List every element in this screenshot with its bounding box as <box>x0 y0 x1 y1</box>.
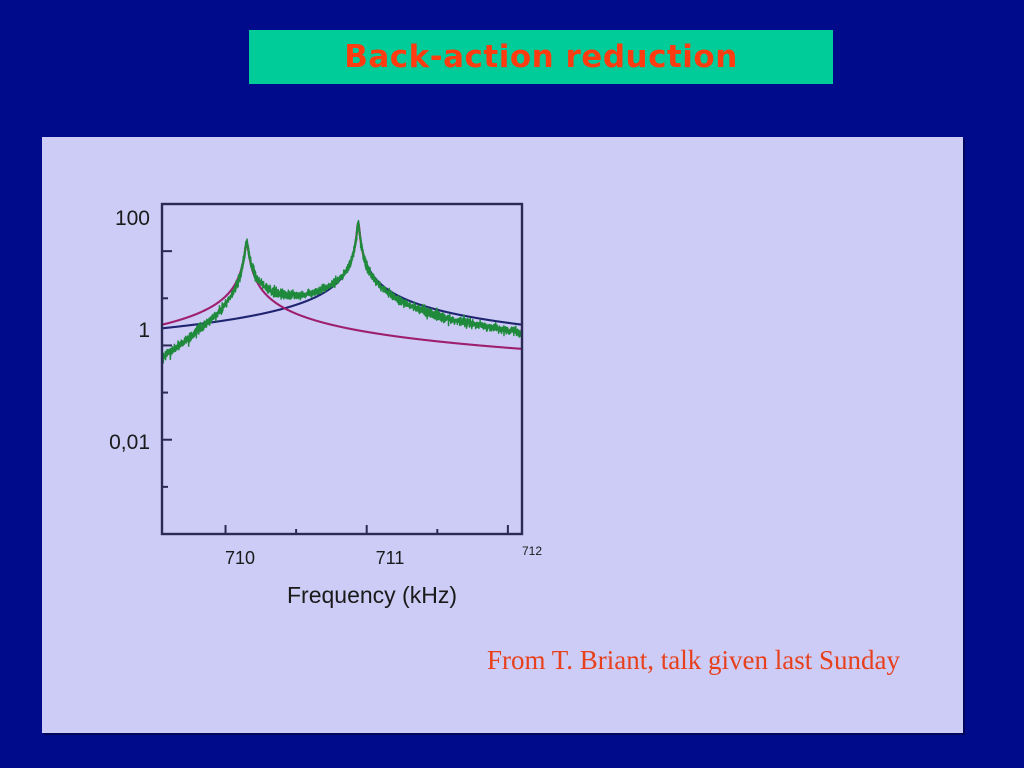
x-tick-label-712: 712 <box>522 544 542 558</box>
chart-curves <box>162 219 522 364</box>
y-tick-label-001: 0,01 <box>109 431 150 454</box>
chart-svg: 100 1 0,01 710 711 712 Frequency (kHz) <box>62 182 662 682</box>
title-banner: Back-action reduction <box>249 30 833 84</box>
y-tick-label-100: 100 <box>115 207 150 230</box>
page-title: Back-action reduction <box>344 39 738 75</box>
x-tick-label-711: 711 <box>376 548 405 568</box>
curve-measured-noise <box>162 219 522 364</box>
x-axis-title: Frequency (kHz) <box>287 582 457 608</box>
plot-frame <box>160 202 524 536</box>
x-tick-label-710: 710 <box>225 548 255 568</box>
axis-ticks <box>162 203 509 534</box>
y-tick-label-1: 1 <box>138 319 150 342</box>
content-panel: 100 1 0,01 710 711 712 Frequency (kHz) F… <box>42 137 963 733</box>
noise-spectrum-figure: 100 1 0,01 710 711 712 Frequency (kHz) <box>62 182 662 682</box>
credit-note: From T. Briant, talk given last Sunday <box>487 645 900 675</box>
